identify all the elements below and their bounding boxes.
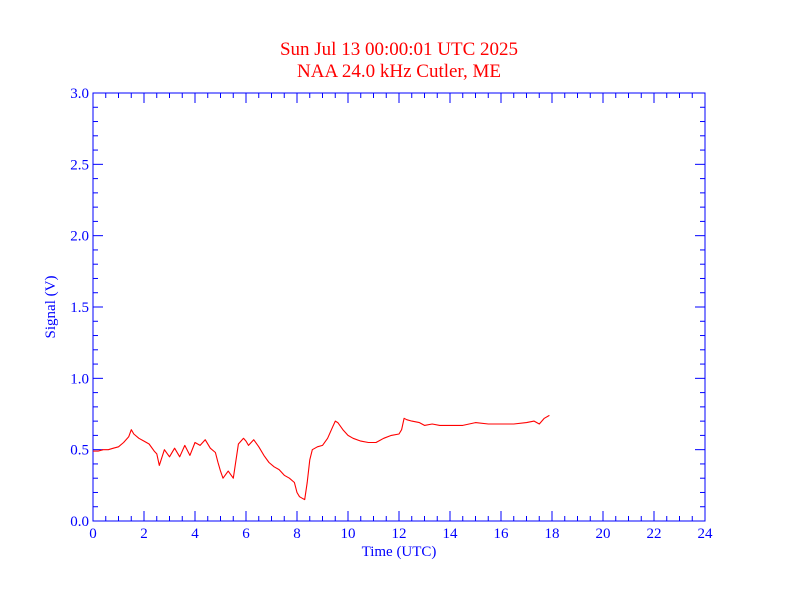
x-axis-label: Time (UTC) [362, 544, 437, 560]
y-tick-label: 2.0 [70, 229, 89, 245]
x-tick-label: 14 [443, 526, 459, 542]
x-tick-label: 8 [293, 526, 301, 542]
x-tick-label: 20 [596, 526, 611, 542]
x-tick-label: 24 [698, 526, 714, 542]
y-tick-label: 0.0 [70, 514, 89, 530]
y-tick-label: 2.5 [70, 157, 89, 173]
x-tick-label: 22 [647, 526, 662, 542]
x-tick-label: 16 [494, 526, 510, 542]
series-line-signal [93, 414, 550, 501]
plot-frame [92, 92, 706, 522]
tick-labels: 0 2 4 6 8 10 12 14 16 18 20 22 240.00.51.01.52.02.53… [70, 86, 713, 542]
chart-subtitle: NAA 24.0 kHz Cutler, ME [297, 61, 501, 82]
x-tick-label: 10 [341, 526, 356, 542]
y-tick-label: 1.0 [70, 371, 89, 387]
x-tick-label: 2 [140, 526, 148, 542]
x-tick-label: 4 [191, 526, 199, 542]
x-tick-label: 12 [392, 526, 407, 542]
y-axis-label: Signal (V) [43, 276, 59, 339]
axis-ticks [92, 92, 706, 522]
chart-title: Sun Jul 13 00:00:01 UTC 2025 [280, 39, 518, 60]
y-tick-label: 1.5 [70, 300, 89, 316]
x-tick-label: 0 [89, 526, 97, 542]
y-tick-label: 0.5 [70, 443, 89, 459]
x-tick-label: 6 [242, 526, 250, 542]
x-tick-label: 18 [545, 526, 560, 542]
y-tick-label: 3.0 [70, 86, 89, 102]
